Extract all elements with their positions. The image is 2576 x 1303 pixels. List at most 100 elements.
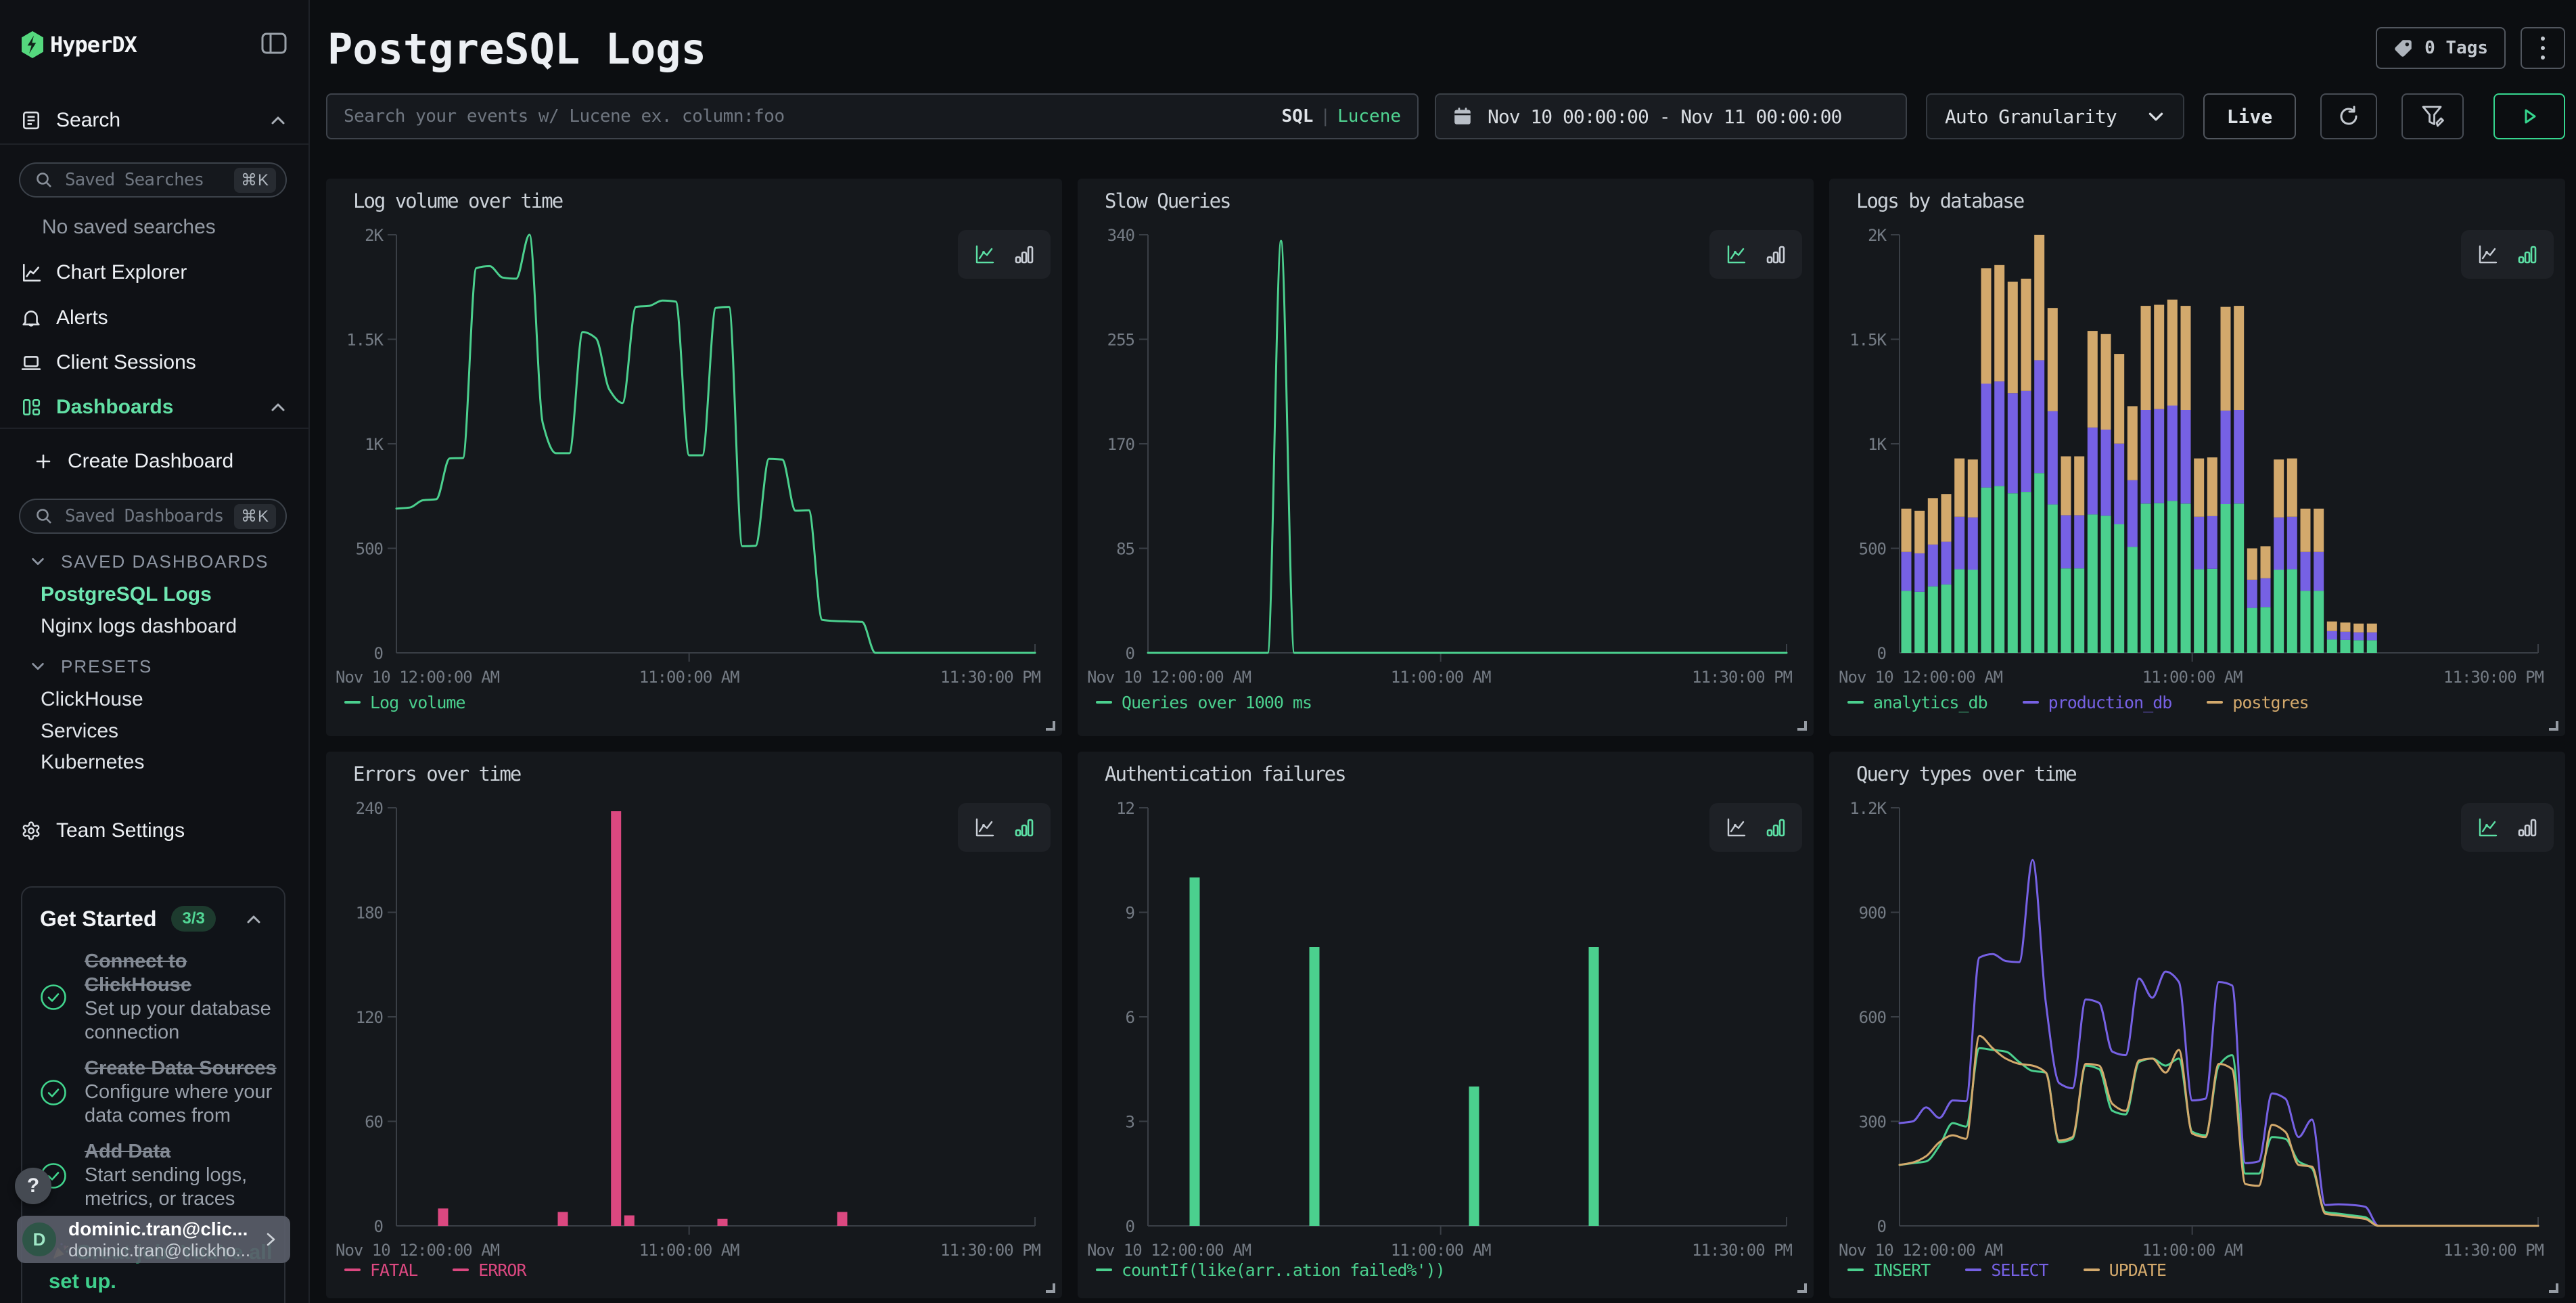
tags-button[interactable]: 0 Tags bbox=[2376, 27, 2506, 69]
legend-item: production_db bbox=[2022, 693, 2172, 712]
logo[interactable]: HyperDX bbox=[0, 27, 308, 62]
chevron-down-icon bbox=[32, 557, 44, 566]
sidebar-item-label: Client Sessions bbox=[56, 351, 196, 373]
saved-searches-input[interactable]: Saved Searches ⌘K bbox=[19, 162, 287, 198]
chevron-down-icon bbox=[2148, 112, 2163, 121]
chevron-up-icon[interactable] bbox=[269, 398, 287, 416]
play-button[interactable] bbox=[2493, 93, 2565, 139]
bar-chart-icon[interactable] bbox=[2516, 816, 2539, 839]
legend-dash bbox=[1847, 701, 1864, 704]
filter-edit-icon bbox=[2422, 106, 2444, 127]
svg-text:170: 170 bbox=[1107, 435, 1134, 454]
line-chart-icon[interactable] bbox=[2477, 816, 2500, 839]
legend-label: INSERT bbox=[1873, 1260, 1931, 1280]
get-started-item[interactable]: Connect to ClickHouse Set up your databa… bbox=[40, 950, 271, 1045]
get-started-item-subtitle: Configure where your data comes from bbox=[85, 1081, 273, 1126]
sidebar-item-client-sessions[interactable]: Client Sessions bbox=[0, 346, 308, 379]
line-chart-icon[interactable] bbox=[973, 816, 996, 839]
chart-logs-by-database: 0 500 1K 1.5K 2K Nov 10 12:00:00 AM 11:00:00 A… bbox=[1839, 226, 2545, 687]
line-chart-icon[interactable] bbox=[1725, 816, 1748, 839]
line-chart-icon[interactable] bbox=[973, 243, 996, 266]
chart-type-toggle bbox=[958, 803, 1051, 852]
create-dashboard-button[interactable]: Create Dashboard bbox=[0, 445, 308, 478]
lucene-mode-toggle[interactable]: Lucene bbox=[1337, 106, 1401, 127]
legend-item: analytics_db bbox=[1847, 692, 1988, 712]
search-section-icon bbox=[20, 110, 42, 131]
bar-chart-icon[interactable] bbox=[1764, 816, 1787, 839]
sql-mode-toggle[interactable]: SQL bbox=[1281, 106, 1314, 127]
panel-title: Logs by database bbox=[1856, 189, 2025, 212]
sidebar-item-label: Chart Explorer bbox=[56, 261, 187, 283]
get-started-item[interactable]: Add Data Start sending logs, metrics, or… bbox=[40, 1140, 267, 1211]
legend-item: FATAL bbox=[344, 1260, 418, 1280]
time-range-picker[interactable]: Nov 10 00:00:00 - Nov 11 00:00:00 bbox=[1435, 93, 1907, 139]
resize-handle-icon[interactable] bbox=[2549, 721, 2558, 731]
legend-item: SELECT bbox=[1965, 1260, 2049, 1280]
bar-chart-icon[interactable] bbox=[1013, 816, 1036, 839]
chart-legend: Log volume bbox=[344, 690, 471, 714]
bar-chart-icon[interactable] bbox=[1764, 243, 1787, 266]
filter-button[interactable] bbox=[2401, 93, 2464, 139]
svg-text:11:30:00 PM: 11:30:00 PM bbox=[940, 1241, 1040, 1260]
bar-chart-icon[interactable] bbox=[1013, 243, 1036, 266]
sidebar-item-dashboards[interactable]: Dashboards bbox=[0, 391, 308, 424]
panel-authentication-failures: Authentication failures 0 3 6 9 12 Nov 10 12:… bbox=[1078, 752, 1814, 1298]
preset-clickhouse[interactable]: ClickHouse bbox=[41, 688, 143, 710]
time-range-value: Nov 10 00:00:00 - Nov 11 00:00:00 bbox=[1488, 105, 1842, 128]
legend-item: Log volume bbox=[344, 693, 466, 712]
shortcut-badge: ⌘K bbox=[233, 167, 276, 193]
svg-text:Nov 10 12:00:00 AM: Nov 10 12:00:00 AM bbox=[336, 1241, 500, 1260]
legend-label: countIf(like(arr..ation failed%')) bbox=[1122, 1260, 1446, 1280]
panel-slow-queries: Slow Queries 0 85 170 255 340 Nov 10 12:00:00… bbox=[1078, 179, 1814, 736]
chart-authentication-failures: 0 3 6 9 12 Nov 10 12:00:00 AM 11:00:00 AM 11:30… bbox=[1087, 799, 1793, 1260]
bell-icon bbox=[20, 307, 42, 329]
saved-dashboards-input[interactable]: Saved Dashboards ⌘K bbox=[19, 499, 287, 534]
saved-dashboard-nginx-logs[interactable]: Nginx logs dashboard bbox=[41, 615, 237, 637]
sidebar-item-alerts[interactable]: Alerts bbox=[0, 302, 308, 334]
hyperdx-logo-icon bbox=[19, 31, 46, 62]
chevron-up-icon[interactable] bbox=[245, 911, 262, 928]
sidebar-item-search[interactable]: Search bbox=[0, 104, 308, 137]
get-started-item-title: Add Data bbox=[85, 1141, 171, 1162]
live-button-label: Live bbox=[2226, 105, 2273, 128]
more-menu-button[interactable] bbox=[2521, 27, 2565, 69]
granularity-select[interactable]: Auto Granularity bbox=[1926, 93, 2184, 139]
preset-services[interactable]: Services bbox=[41, 720, 119, 742]
chart-type-toggle bbox=[958, 230, 1051, 279]
live-button[interactable]: Live bbox=[2203, 93, 2296, 139]
preset-kubernetes[interactable]: Kubernetes bbox=[41, 751, 145, 773]
help-button[interactable]: ? bbox=[15, 1168, 51, 1204]
bar-chart-icon[interactable] bbox=[2516, 243, 2539, 266]
sidebar-item-chart-explorer[interactable]: Chart Explorer bbox=[0, 256, 308, 289]
event-search-input[interactable]: Search your events w/ Lucene ex. column:… bbox=[326, 93, 1419, 139]
chart-legend: Queries over 1000 ms bbox=[1096, 690, 1317, 714]
chart-legend: INSERT SELECT UPDATE bbox=[1847, 1258, 2171, 1282]
sidebar-item-label: Search bbox=[56, 109, 121, 131]
chevron-up-icon[interactable] bbox=[269, 112, 287, 129]
svg-text:1.2K: 1.2K bbox=[1849, 799, 1887, 818]
line-chart-icon[interactable] bbox=[2477, 243, 2500, 266]
get-started-item-subtitle: Set up your database connection bbox=[85, 998, 271, 1043]
legend-dash bbox=[1965, 1268, 1982, 1271]
legend-label: Queries over 1000 ms bbox=[1122, 692, 1312, 712]
saved-dashboards-header[interactable]: SAVED DASHBOARDS bbox=[30, 545, 269, 578]
line-chart-icon[interactable] bbox=[1725, 243, 1748, 266]
legend-label: analytics_db bbox=[1873, 692, 1988, 712]
sidebar-item-team-settings[interactable]: Team Settings bbox=[0, 815, 308, 847]
sidebar-collapse-icon[interactable] bbox=[261, 32, 287, 54]
svg-text:Nov 10 12:00:00 AM: Nov 10 12:00:00 AM bbox=[1087, 1241, 1251, 1260]
user-menu[interactable]: D dominic.tran@clic... dominic.tran@clic… bbox=[17, 1216, 290, 1263]
svg-text:0: 0 bbox=[1126, 644, 1134, 663]
resize-handle-icon[interactable] bbox=[2549, 1283, 2558, 1293]
refresh-button[interactable] bbox=[2320, 93, 2377, 139]
resize-handle-icon[interactable] bbox=[1046, 1283, 1055, 1293]
resize-handle-icon[interactable] bbox=[1046, 721, 1055, 731]
get-started-item[interactable]: Create Data Sources Configure where your… bbox=[40, 1057, 277, 1128]
saved-dashboard-postgresql-logs[interactable]: PostgreSQL Logs bbox=[41, 583, 212, 605]
dots-vertical-icon bbox=[2541, 37, 2545, 60]
svg-text:1.5K: 1.5K bbox=[346, 331, 384, 350]
resize-handle-icon[interactable] bbox=[1797, 721, 1807, 731]
resize-handle-icon[interactable] bbox=[1797, 1283, 1807, 1293]
no-saved-searches-note: No saved searches bbox=[42, 216, 216, 238]
presets-header[interactable]: PRESETS bbox=[30, 650, 152, 683]
